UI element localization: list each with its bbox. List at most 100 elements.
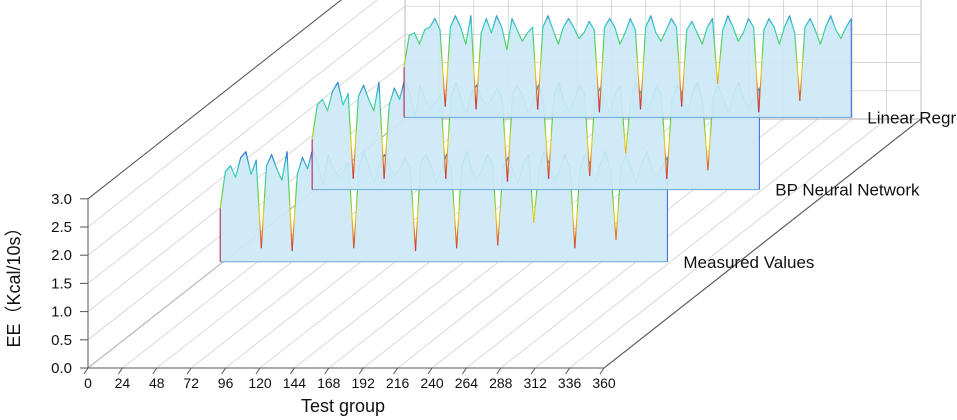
x-gridline: [500, 0, 819, 369]
series-segment: [291, 173, 298, 252]
series-segment: [224, 165, 232, 173]
series-segment: [794, 32, 801, 102]
series-segment: [475, 32, 482, 110]
series-segment: [788, 15, 796, 34]
x-tick-label: 168: [317, 375, 341, 391]
series-segment: [388, 87, 395, 106]
series-segment: [516, 29, 523, 42]
top-left-edge: [87, 0, 342, 200]
series-segment: [665, 18, 672, 31]
y-tick-label: 2.0: [51, 247, 72, 264]
series-segment: [470, 15, 477, 110]
series-segment: [286, 151, 293, 252]
y-gridline: [87, 0, 378, 228]
series-segment: [758, 29, 765, 113]
series-segment: [706, 18, 714, 28]
x-tick-label: 240: [420, 375, 444, 391]
series-segment: [501, 26, 508, 51]
y-tick-label: 0.0: [51, 360, 72, 377]
x-tick-label: 216: [386, 375, 410, 391]
grid-lines: [87, 0, 922, 369]
series-segment: [799, 26, 806, 102]
y-tick-label: 1.0: [51, 304, 72, 321]
x-tick-label: 264: [455, 375, 479, 391]
series-segment: [778, 26, 786, 45]
x-gridline: [569, 0, 887, 369]
series-segment: [696, 32, 703, 45]
series-segment: [804, 18, 811, 28]
series-segment: [737, 32, 744, 42]
x-tick-mark: [496, 367, 502, 375]
series-segment: [824, 15, 832, 28]
x-tick-mark: [324, 367, 330, 375]
x-tick-mark: [221, 367, 227, 375]
series-segment: [609, 18, 616, 28]
x-tick-mark: [427, 367, 433, 375]
x-tick-label: 120: [248, 375, 272, 391]
y-axis-title: EE（Kcal/10s）: [4, 218, 24, 347]
x-tick-label: 144: [283, 375, 307, 391]
series-segment: [819, 26, 827, 45]
series-segment: [403, 34, 410, 68]
series-segment: [480, 18, 487, 34]
series-segment: [624, 18, 631, 34]
series-segment: [675, 26, 683, 107]
series-segment: [311, 104, 318, 140]
series-label: Linear Regression: [867, 108, 957, 127]
x-tick-mark: [152, 367, 158, 375]
series-segment: [722, 15, 729, 31]
series-segment: [752, 26, 760, 113]
series-segment: [337, 81, 344, 106]
series-segment: [634, 29, 642, 110]
series-segment: [732, 26, 739, 42]
series-segment: [567, 18, 575, 28]
series-segment: [235, 156, 242, 178]
x-tick-mark: [117, 367, 123, 375]
x-tick-mark: [565, 367, 571, 375]
series-segment: [255, 159, 262, 249]
series-segment: [316, 98, 324, 106]
y-tick-label: 1.5: [51, 275, 72, 292]
series-segment: [727, 15, 734, 28]
x-tick-label: 192: [352, 375, 376, 391]
x-tick-label: 336: [558, 375, 582, 391]
x-tick-mark: [599, 367, 605, 375]
x-tick-mark: [461, 367, 467, 375]
x-tick-label: 360: [592, 375, 616, 391]
series-segment: [588, 20, 595, 31]
x-tick-label: 0: [84, 375, 92, 391]
series-segment: [378, 81, 385, 179]
series-segment: [835, 29, 842, 40]
series-labels: Measured Values BP Neural Network Linear R…: [683, 108, 957, 271]
series-segment: [485, 18, 493, 34]
series-segment: [655, 32, 662, 42]
series-segment: [573, 26, 580, 40]
series-label: BP Neural Network: [775, 181, 920, 200]
series-segment: [526, 26, 534, 34]
series-segment: [650, 15, 657, 34]
series-segment: [362, 84, 370, 100]
series-segment: [439, 29, 446, 107]
series-segment: [845, 18, 852, 28]
y-tick-label: 3.0: [51, 191, 72, 208]
series-segment: [629, 18, 636, 31]
x-tick-mark: [289, 367, 295, 375]
y-tick-label: 0.5: [51, 332, 72, 349]
series-segment: [434, 18, 441, 31]
series-segment: [557, 26, 565, 45]
series-segment: [444, 26, 451, 107]
x-tick-mark: [186, 367, 192, 375]
series-segment: [783, 15, 791, 28]
series-segment: [429, 18, 436, 28]
x-gridline: [466, 0, 784, 369]
series-segment: [773, 26, 780, 45]
series-segment: [368, 98, 375, 112]
series-segment: [265, 154, 273, 167]
x-tick-mark: [358, 367, 364, 375]
series-segment: [506, 18, 513, 51]
series-segment: [681, 29, 688, 107]
x-tick-mark: [530, 367, 536, 375]
series-segment: [691, 20, 698, 34]
series-segment: [281, 151, 288, 181]
